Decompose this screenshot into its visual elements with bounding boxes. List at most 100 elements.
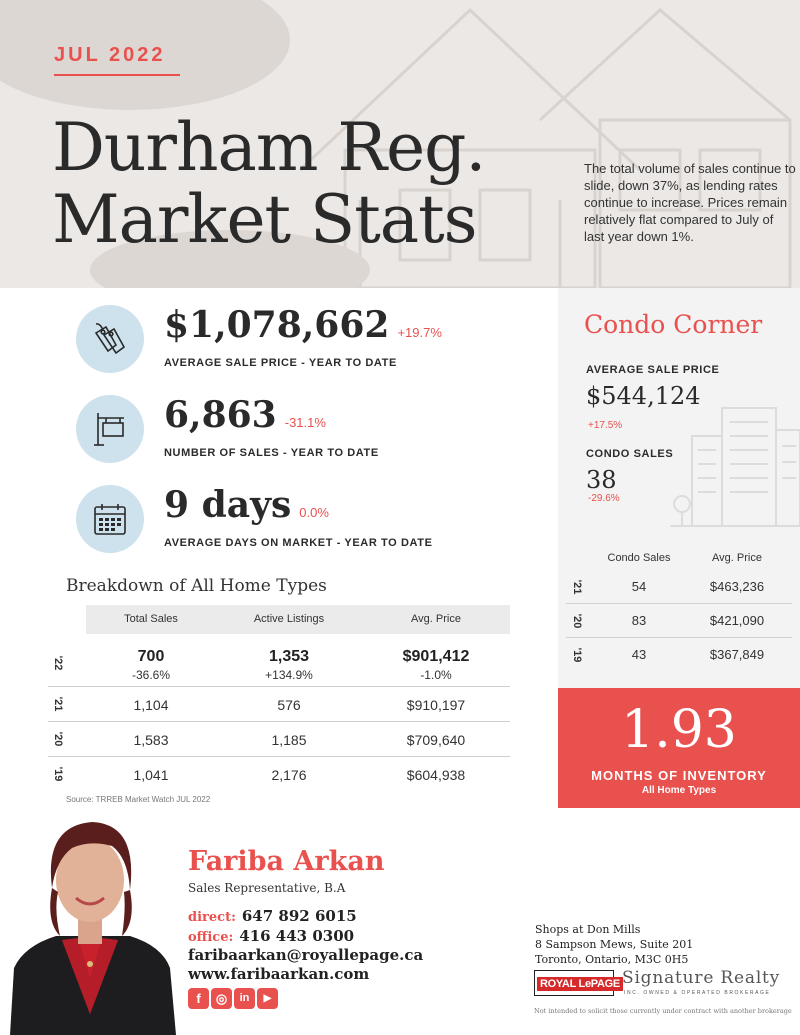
intro-text: The total volume of sales continue to sl… [584, 161, 796, 244]
agent-office-phone: office: 416 443 0300 [188, 926, 354, 945]
stat-change: 0.0% [299, 505, 329, 520]
table-row: '20 1,583 1,185 $709,640 [48, 722, 510, 757]
linkedin-icon[interactable]: in [234, 988, 255, 1009]
house-background-image [0, 0, 800, 288]
column-header-total-sales: Total Sales [124, 613, 178, 625]
stat-label: AVERAGE SALE PRICE - YEAR TO DATE [164, 357, 397, 369]
calendar-icon [94, 504, 126, 535]
table-row: '19 43 $367,849 [566, 638, 792, 672]
row-year: '19 [52, 766, 64, 782]
page-title: Durham Reg. Market Stats [52, 112, 486, 258]
row-year: '20 [52, 731, 64, 747]
months-of-inventory-box: 1.93 MONTHS OF INVENTORY All Home Types [558, 688, 800, 808]
stat-number-of-sales: 6,863 -31.1% NUMBER OF SALES - YEAR TO DA… [76, 394, 546, 475]
office-address: Shops at Don Mills 8 Sampson Mews, Suite… [535, 922, 693, 967]
condo-sales-change: -29.6% [588, 493, 620, 504]
inventory-value: 1.93 [621, 700, 737, 760]
condo-avg-price-change: +17.5% [588, 420, 623, 431]
agent-email-link[interactable]: faribaarkan@royallepage.ca [188, 946, 424, 964]
condo-avg-price-value: $544,124 [586, 382, 701, 410]
brokerage-subtitle: INC. OWNED & OPERATED BROKERAGE [624, 990, 771, 996]
cell-total-sales: 700 [137, 648, 165, 665]
brokerage-name: Signature Realty [622, 968, 781, 988]
table-row: '20 83 $421,090 [566, 604, 792, 638]
direct-number[interactable]: 647 892 6015 [241, 907, 357, 925]
cell-avg-price: $709,640 [406, 732, 466, 748]
cell-change: +134.9% [265, 668, 313, 682]
cell-condo-avg-price: $421,090 [709, 613, 765, 628]
table-row: '21 54 $463,236 [566, 570, 792, 604]
cell-avg-price: $901,412 [402, 648, 470, 665]
header-banner: JUL 2022 Durham Reg. Market Stats The to… [0, 0, 800, 288]
row-year: '20 [571, 613, 583, 629]
stat-icon-circle [76, 485, 144, 553]
cell-condo-sales: 54 [631, 579, 647, 594]
stat-average-sale-price: $1,078,662 +19.7% AVERAGE SALE PRICE - YE… [76, 304, 546, 385]
cell-total-sales: 1,583 [133, 732, 169, 748]
row-year: '19 [571, 647, 583, 663]
agent-direct-phone: direct: 647 892 6015 [188, 906, 357, 925]
column-header-condo-sales: Condo Sales [607, 552, 671, 564]
cell-condo-sales: 83 [631, 613, 647, 628]
condo-corner-title: Condo Corner [584, 310, 763, 339]
royal-lepage-logo: ROYAL LePAGE [534, 970, 623, 996]
facebook-icon[interactable]: f [188, 988, 209, 1009]
table-row: '22 700 1,353 $901,412 -36.6% +134.9% -1… [48, 640, 510, 687]
inventory-label: MONTHS OF INVENTORY [591, 768, 767, 783]
office-address-line: Shops at Don Mills [535, 923, 641, 936]
stat-value: $1,078,662 [164, 304, 390, 346]
cell-condo-sales: 43 [631, 647, 647, 662]
stat-value: 6,863 [164, 394, 277, 436]
for-sale-sign-icon [94, 413, 124, 446]
column-header-condo-avg-price: Avg. Price [712, 552, 762, 564]
stat-icon-circle [76, 395, 144, 463]
column-header-active-listings: Active Listings [253, 613, 325, 625]
office-number[interactable]: 416 443 0300 [239, 927, 355, 945]
youtube-icon[interactable]: ▶ [257, 988, 278, 1009]
stat-days-on-market: 9 days 0.0% AVERAGE DAYS ON MARKET - YEAR… [76, 484, 546, 565]
agent-photo [0, 818, 180, 1035]
cell-total-sales: 1,104 [133, 697, 169, 713]
cell-active-listings: 1,185 [271, 732, 307, 748]
source-note: Source: TRREB Market Watch JUL 2022 [66, 795, 211, 804]
cell-condo-avg-price: $367,849 [709, 647, 765, 662]
social-links: f ◎ in ▶ [188, 988, 280, 1010]
condo-sales-label: CONDO SALES [586, 448, 674, 460]
row-year: '22 [52, 655, 64, 671]
office-label: office: [188, 930, 234, 945]
agent-website-link[interactable]: www.faribaarkan.com [188, 965, 370, 983]
cell-change: -1.0% [420, 668, 452, 682]
condo-corner-panel: Condo Corner AVERAGE SALE PRICE $544,124… [558, 288, 800, 688]
table-row: '19 1,041 2,176 $604,938 [48, 757, 510, 792]
breakdown-header-row: Total Sales Active Listings Avg. Price [86, 605, 510, 634]
row-year: '21 [52, 696, 64, 712]
column-header-avg-price: Avg. Price [411, 613, 461, 625]
cell-change: -36.6% [131, 668, 171, 682]
cell-total-sales: 1,041 [133, 767, 169, 783]
page-title-line-2: Market Stats [52, 181, 478, 258]
agent-role: Sales Representative, B.A [188, 881, 346, 895]
cell-avg-price: $910,197 [406, 697, 466, 713]
office-address-line: Toronto, Ontario, M3C 0H5 [535, 953, 689, 966]
cell-condo-avg-price: $463,236 [709, 579, 765, 594]
cell-avg-price: $604,938 [406, 767, 466, 783]
stat-icon-circle [76, 305, 144, 373]
stat-label: AVERAGE DAYS ON MARKET - YEAR TO DATE [164, 537, 433, 549]
office-address-line: 8 Sampson Mews, Suite 201 [535, 938, 694, 951]
agent-name: Fariba Arkan [188, 846, 385, 877]
inventory-sublabel: All Home Types [641, 785, 717, 796]
buildings-icon [670, 407, 800, 527]
breakdown-title: Breakdown of All Home Types [66, 576, 327, 596]
price-tag-icon [94, 323, 126, 355]
brokerage-branding: ROYAL LePAGE Signature Realty INC. OWNED… [534, 968, 779, 996]
disclaimer-text: Not intended to solicit those currently … [534, 1007, 792, 1015]
stat-change: +19.7% [397, 325, 442, 340]
cell-active-listings: 576 [277, 697, 301, 713]
cell-active-listings: 2,176 [271, 767, 307, 783]
instagram-icon[interactable]: ◎ [211, 988, 232, 1009]
direct-label: direct: [188, 910, 236, 925]
stat-change: -31.1% [284, 415, 326, 430]
condo-sales-value: 38 [586, 466, 617, 494]
condo-avg-price-label: AVERAGE SALE PRICE [586, 364, 720, 376]
table-row: '21 1,104 576 $910,197 [48, 687, 510, 722]
